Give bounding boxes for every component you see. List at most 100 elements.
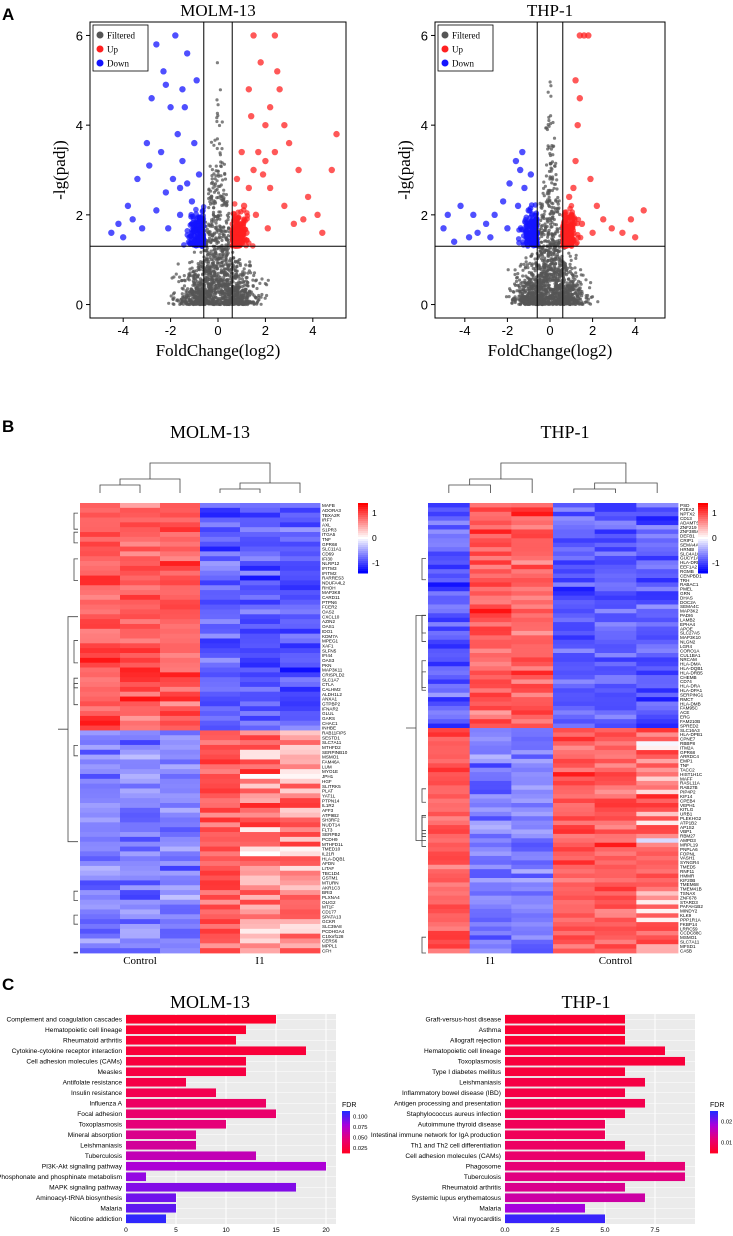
heatmap-title: MOLM-13	[170, 422, 250, 442]
heatmap-cell	[636, 829, 679, 835]
filtered-point	[171, 292, 176, 296]
filtered-point	[555, 178, 559, 182]
heatmap-cell	[553, 529, 596, 535]
filtered-point	[240, 277, 244, 281]
heatmap-cell	[160, 856, 201, 862]
legend-marker	[441, 59, 449, 67]
heatmap-cell	[280, 662, 321, 668]
heatmap-cell	[120, 638, 161, 644]
heatmap-cell	[511, 816, 554, 822]
heatmap-cell	[240, 725, 281, 731]
heatmap-cell	[160, 503, 201, 509]
heatmap-cell	[636, 780, 679, 786]
filtered-point	[573, 277, 577, 281]
heatmap-cell	[160, 711, 201, 717]
filtered-point	[542, 233, 546, 237]
heatmap-cell	[120, 682, 161, 688]
heatmap-cell	[594, 895, 637, 901]
heatmap-cell	[120, 735, 161, 741]
heatmap-cell	[160, 865, 201, 872]
heatmap-cell	[594, 816, 637, 822]
filtered-point	[225, 229, 229, 233]
filtered-point	[546, 220, 550, 224]
heatmap-cell	[200, 638, 241, 644]
heatmap-cell	[553, 829, 596, 835]
filtered-point	[245, 291, 249, 295]
up-point	[574, 121, 581, 129]
up-point	[300, 216, 307, 223]
heatmap-cell	[240, 551, 281, 557]
heatmap-cell	[636, 939, 679, 945]
x-tick-label: -2	[502, 323, 514, 338]
heatmap-cell	[160, 585, 201, 591]
heatmap-cell	[160, 628, 201, 635]
heatmap-cell	[511, 900, 554, 905]
filtered-point	[556, 289, 560, 293]
heatmap-cell	[80, 507, 121, 514]
heatmap-cell	[120, 643, 161, 649]
filtered-point	[254, 295, 258, 299]
filtered-point	[225, 236, 229, 241]
heatmap-cell	[200, 730, 241, 736]
heatmap-cell	[594, 776, 637, 782]
heatmap-cell	[120, 769, 161, 775]
filtered-point	[542, 180, 546, 184]
filtered-point	[238, 263, 242, 268]
heatmap-cell	[594, 644, 637, 649]
heatmap-cell	[80, 638, 121, 644]
filtered-point	[236, 286, 241, 290]
filtered-point	[218, 257, 222, 261]
filtered-point	[180, 286, 184, 290]
heatmap-cell	[240, 585, 281, 591]
heatmap-cell	[511, 785, 554, 791]
filtered-point	[214, 266, 218, 270]
heatmap-cell	[428, 935, 471, 941]
heatmap-cell	[511, 644, 554, 649]
filtered-point	[554, 173, 558, 177]
series-down	[108, 32, 207, 249]
x-tick-label: 2	[262, 323, 269, 338]
down-point	[533, 219, 539, 226]
filtered-point	[214, 174, 218, 178]
filtered-point	[248, 289, 252, 293]
filtered-point	[224, 251, 228, 255]
heatmap-cell	[120, 904, 161, 910]
heatmap-cell	[280, 793, 321, 799]
heatmap-cell	[120, 783, 161, 789]
heatmap-cell	[636, 736, 679, 742]
filtered-point	[210, 177, 214, 181]
heatmap-cell	[553, 811, 596, 817]
heatmap-cell	[160, 822, 201, 828]
x-tick-label: 0	[214, 323, 221, 338]
heatmap-cell	[428, 811, 471, 817]
heatmap-cell	[280, 609, 321, 615]
heatmap-cell	[428, 930, 471, 936]
filtered-point	[568, 254, 572, 258]
heatmap-cell	[428, 697, 471, 702]
heatmap-cell	[120, 832, 161, 838]
heatmap-cell	[280, 720, 321, 726]
heatmap-cell	[200, 657, 241, 664]
heatmap-cell	[469, 675, 512, 680]
heatmap-cell	[280, 749, 321, 756]
filtered-point	[216, 169, 220, 173]
heatmap-cell	[636, 930, 679, 936]
heatmap-cell	[553, 869, 596, 874]
heatmap-cell	[80, 541, 121, 547]
filtered-point	[542, 186, 546, 190]
filtered-point	[223, 171, 227, 176]
heatmap-cell	[80, 594, 121, 601]
heatmap-cell	[594, 626, 637, 632]
heatmap-cell	[120, 851, 161, 857]
heatmap-cell	[469, 542, 512, 548]
filtered-point	[212, 247, 216, 251]
heatmap-cell	[120, 880, 161, 886]
heatmap-cell	[469, 705, 512, 711]
heatmap-cell	[80, 851, 121, 857]
heatmap-cell	[469, 750, 512, 755]
heatmap-cell	[120, 623, 161, 630]
heatmap-cell	[469, 613, 512, 619]
filtered-point	[575, 295, 579, 299]
filtered-point	[191, 295, 195, 299]
